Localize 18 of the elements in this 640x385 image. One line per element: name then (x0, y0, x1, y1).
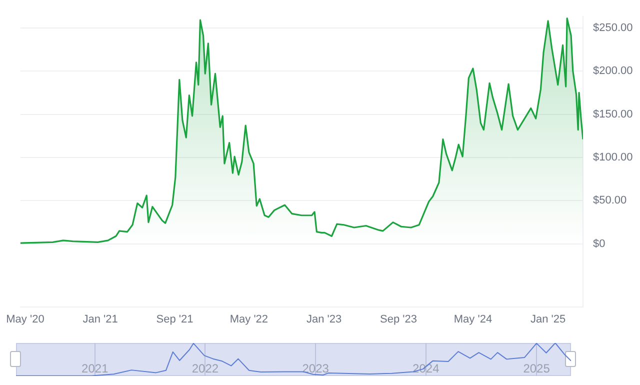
y-tick-label: $50.00 (593, 194, 627, 207)
y-tick-label: $200.00 (593, 65, 633, 78)
x-tick-label: May '22 (230, 314, 268, 326)
x-tick-label: Jan '23 (306, 314, 342, 326)
y-tick-label: $0 (593, 238, 606, 250)
y-tick-label: $150.00 (593, 108, 633, 120)
x-tick-label: Jan '25 (530, 314, 566, 326)
x-tick-label: May '24 (454, 314, 492, 326)
x-tick-label: 2023 (302, 361, 330, 376)
y-tick-label: $100.00 (593, 152, 633, 164)
x-tick-label: 2025 (523, 361, 550, 376)
x-tick-label: Sep '21 (156, 314, 194, 326)
x-tick-label: May '20 (6, 314, 44, 326)
x-tick-label: Jan '21 (82, 314, 118, 326)
x-tick-label: Sep '23 (380, 314, 417, 326)
x-tick-label: 2022 (192, 361, 219, 376)
x-tick-label: 2021 (82, 361, 109, 376)
y-tick-label: $250.00 (593, 22, 633, 34)
